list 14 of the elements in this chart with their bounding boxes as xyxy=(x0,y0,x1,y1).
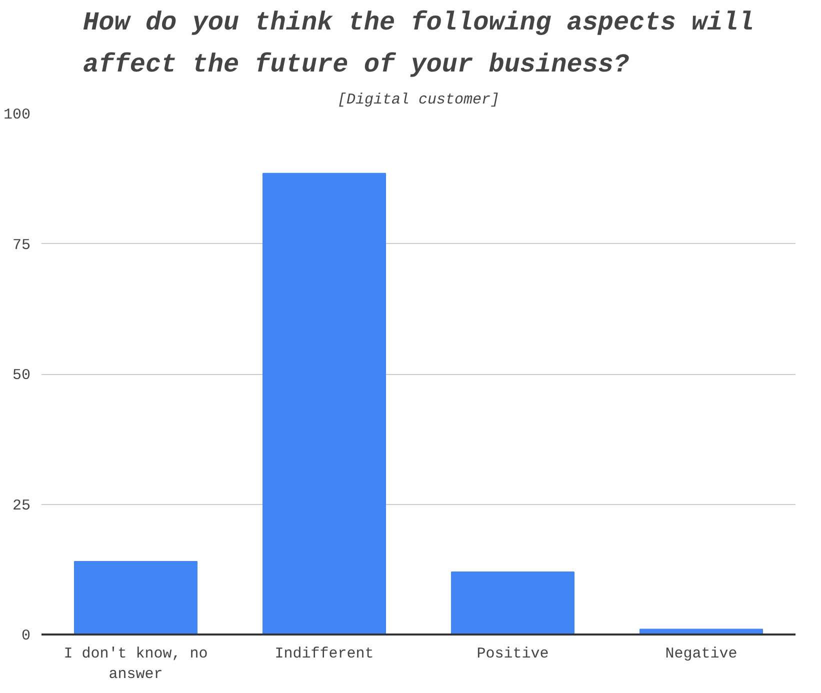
y-tick-label: 75 xyxy=(12,236,31,254)
bar xyxy=(74,561,198,634)
chart-title: How do you think the following aspects will affect the future of your business? xyxy=(83,8,754,80)
chart-subtitle: [Digital customer] xyxy=(337,92,500,108)
x-tick-label: I don't know, no answer xyxy=(64,646,208,683)
x-tick-label: Negative xyxy=(665,646,738,662)
y-tick-label: 0 xyxy=(22,628,31,644)
y-tick-label: 25 xyxy=(12,497,31,514)
bar xyxy=(262,172,386,634)
x-tick-label: Indifferent xyxy=(274,646,374,662)
x-tick-label: Positive xyxy=(476,646,549,662)
y-tick-label: 50 xyxy=(12,367,31,384)
y-tick-label: 100 xyxy=(3,106,31,124)
bar xyxy=(450,571,575,634)
